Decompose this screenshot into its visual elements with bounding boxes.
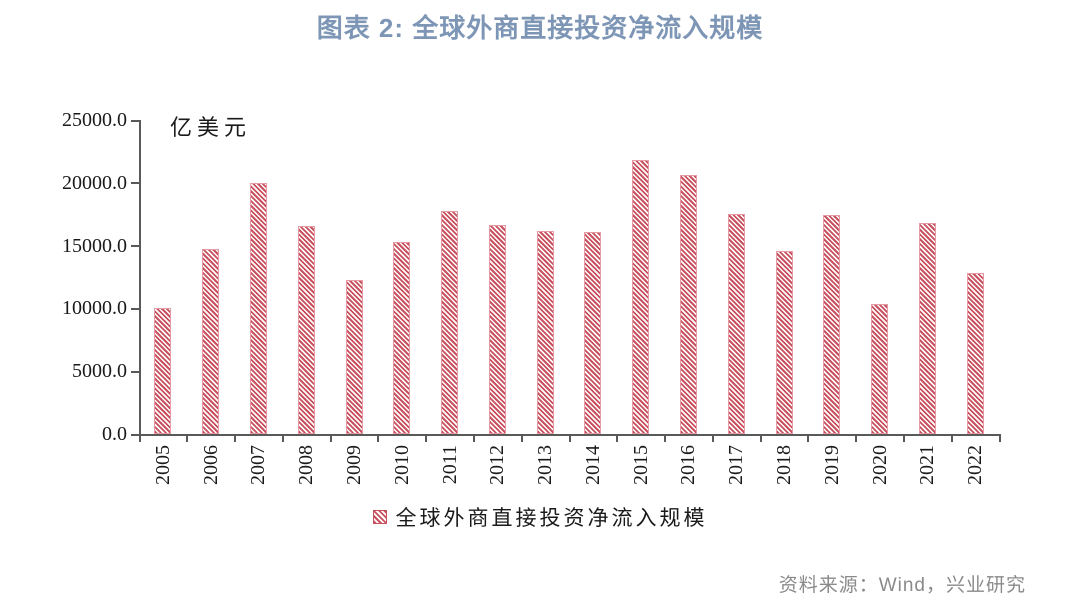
x-tick-label: 2008: [295, 445, 318, 485]
bar: [441, 211, 459, 434]
y-axis-unit-label: 亿美元: [170, 115, 252, 140]
bar: [632, 160, 650, 434]
source-note: 资料来源：Wind，兴业研究: [778, 575, 1026, 596]
x-tick-label: 2011: [438, 445, 461, 485]
bar: [823, 215, 841, 434]
y-axis-line: [139, 120, 141, 436]
bar: [536, 231, 554, 434]
bar: [154, 308, 172, 434]
y-axis-tick: [131, 182, 139, 185]
x-axis-tick: [616, 434, 619, 442]
y-axis-tick: [131, 433, 139, 436]
x-tick-label: 2007: [247, 445, 270, 485]
bar: [297, 226, 315, 434]
legend: 全球外商直接投资净流入规模: [0, 502, 1080, 532]
y-axis-tick: [131, 307, 139, 310]
x-tick-label: 2013: [534, 445, 557, 485]
x-tick-label: 2012: [486, 445, 509, 485]
y-tick-label: 10000.0: [62, 297, 127, 320]
bar: [775, 251, 793, 434]
x-axis-tick: [568, 434, 571, 442]
bar: [249, 183, 267, 434]
bar: [871, 304, 889, 434]
legend-hatch-square-icon: [372, 510, 387, 524]
y-axis-tick: [131, 119, 139, 122]
x-tick-label: 2015: [629, 445, 652, 485]
x-axis-tick: [998, 434, 1001, 442]
y-tick-label: 5000.0: [72, 360, 127, 383]
y-tick-label: 15000.0: [62, 234, 127, 257]
bar: [345, 280, 363, 434]
x-axis-tick: [186, 434, 189, 442]
bar: [966, 273, 984, 434]
x-axis-tick: [472, 434, 475, 442]
x-axis-tick: [329, 434, 332, 442]
y-axis-tick: [131, 245, 139, 248]
x-tick-label: 2014: [581, 445, 604, 485]
x-axis-tick: [138, 434, 141, 442]
bar: [918, 223, 936, 434]
x-tick-label: 2010: [390, 445, 413, 485]
x-tick-label: 2005: [151, 445, 174, 485]
x-tick-label: 2009: [343, 445, 365, 485]
bar: [393, 242, 411, 434]
x-axis-tick: [281, 434, 284, 442]
x-axis-tick: [425, 434, 428, 442]
bar: [584, 232, 602, 434]
bar: [727, 214, 745, 434]
y-tick-label: 20000.0: [62, 171, 127, 194]
x-axis-tick: [711, 434, 714, 442]
x-tick-label: 2016: [677, 445, 700, 485]
x-tick-label: 2021: [916, 445, 939, 485]
x-axis-tick: [807, 434, 810, 442]
x-axis-tick: [855, 434, 858, 442]
y-tick-label: 0.0: [102, 423, 127, 445]
chart-title: 图表 2: 全球外商直接投资净流入规模: [316, 13, 764, 43]
bar: [202, 249, 220, 434]
y-tick-label: 25000.0: [62, 109, 127, 131]
x-axis-tick: [902, 434, 905, 442]
y-axis-tick: [131, 370, 139, 373]
x-tick-label: 2020: [868, 445, 891, 485]
legend-label: 全球外商直接投资净流入规模: [395, 506, 708, 530]
x-axis-tick: [664, 434, 667, 442]
x-tick-label: 2017: [725, 445, 748, 485]
bar: [488, 225, 506, 434]
x-axis-tick: [234, 434, 237, 442]
x-tick-label: 2006: [199, 445, 222, 485]
x-axis-tick: [377, 434, 380, 442]
x-tick-label: 2022: [964, 445, 987, 485]
x-tick-label: 2018: [773, 445, 795, 485]
x-tick-label: 2019: [820, 445, 843, 485]
x-axis-tick: [520, 434, 523, 442]
bar: [679, 175, 697, 434]
x-axis-tick: [950, 434, 953, 442]
x-axis-tick: [759, 434, 762, 442]
